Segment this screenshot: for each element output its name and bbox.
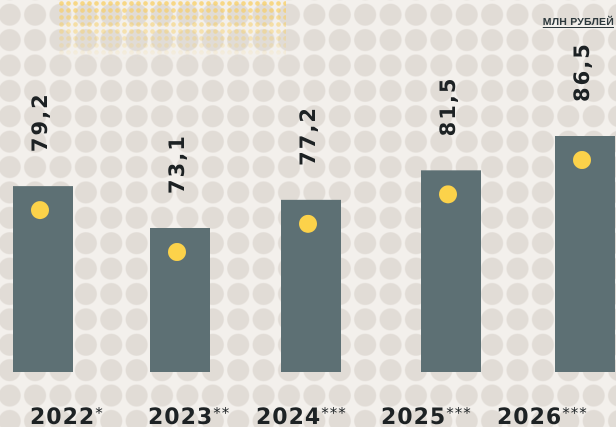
year-label-2: 2024*** <box>256 404 347 427</box>
value-label-1: 73,1 <box>165 134 189 194</box>
decorative-sparkle-dots <box>58 0 286 60</box>
bar-3 <box>421 170 481 372</box>
value-label-4: 86,5 <box>570 42 594 102</box>
year-label-0: 2022* <box>30 404 104 427</box>
year-label-3: 2025*** <box>381 404 472 427</box>
bar-dot-4 <box>573 151 591 169</box>
unit-label: МЛН РУБЛЕЙ <box>542 16 614 28</box>
bar-dot-0 <box>31 201 49 220</box>
year-label-1: 2023** <box>148 404 230 427</box>
year-label-4: 2026*** <box>497 404 588 427</box>
bar-dot-3 <box>439 185 457 204</box>
bar-dot-1 <box>168 243 186 261</box>
value-label-2: 77,2 <box>296 106 320 166</box>
value-label-3: 81,5 <box>436 77 460 137</box>
bar-4 <box>555 136 615 372</box>
bar-dot-2 <box>299 214 317 233</box>
value-label-0: 79,2 <box>28 92 52 152</box>
